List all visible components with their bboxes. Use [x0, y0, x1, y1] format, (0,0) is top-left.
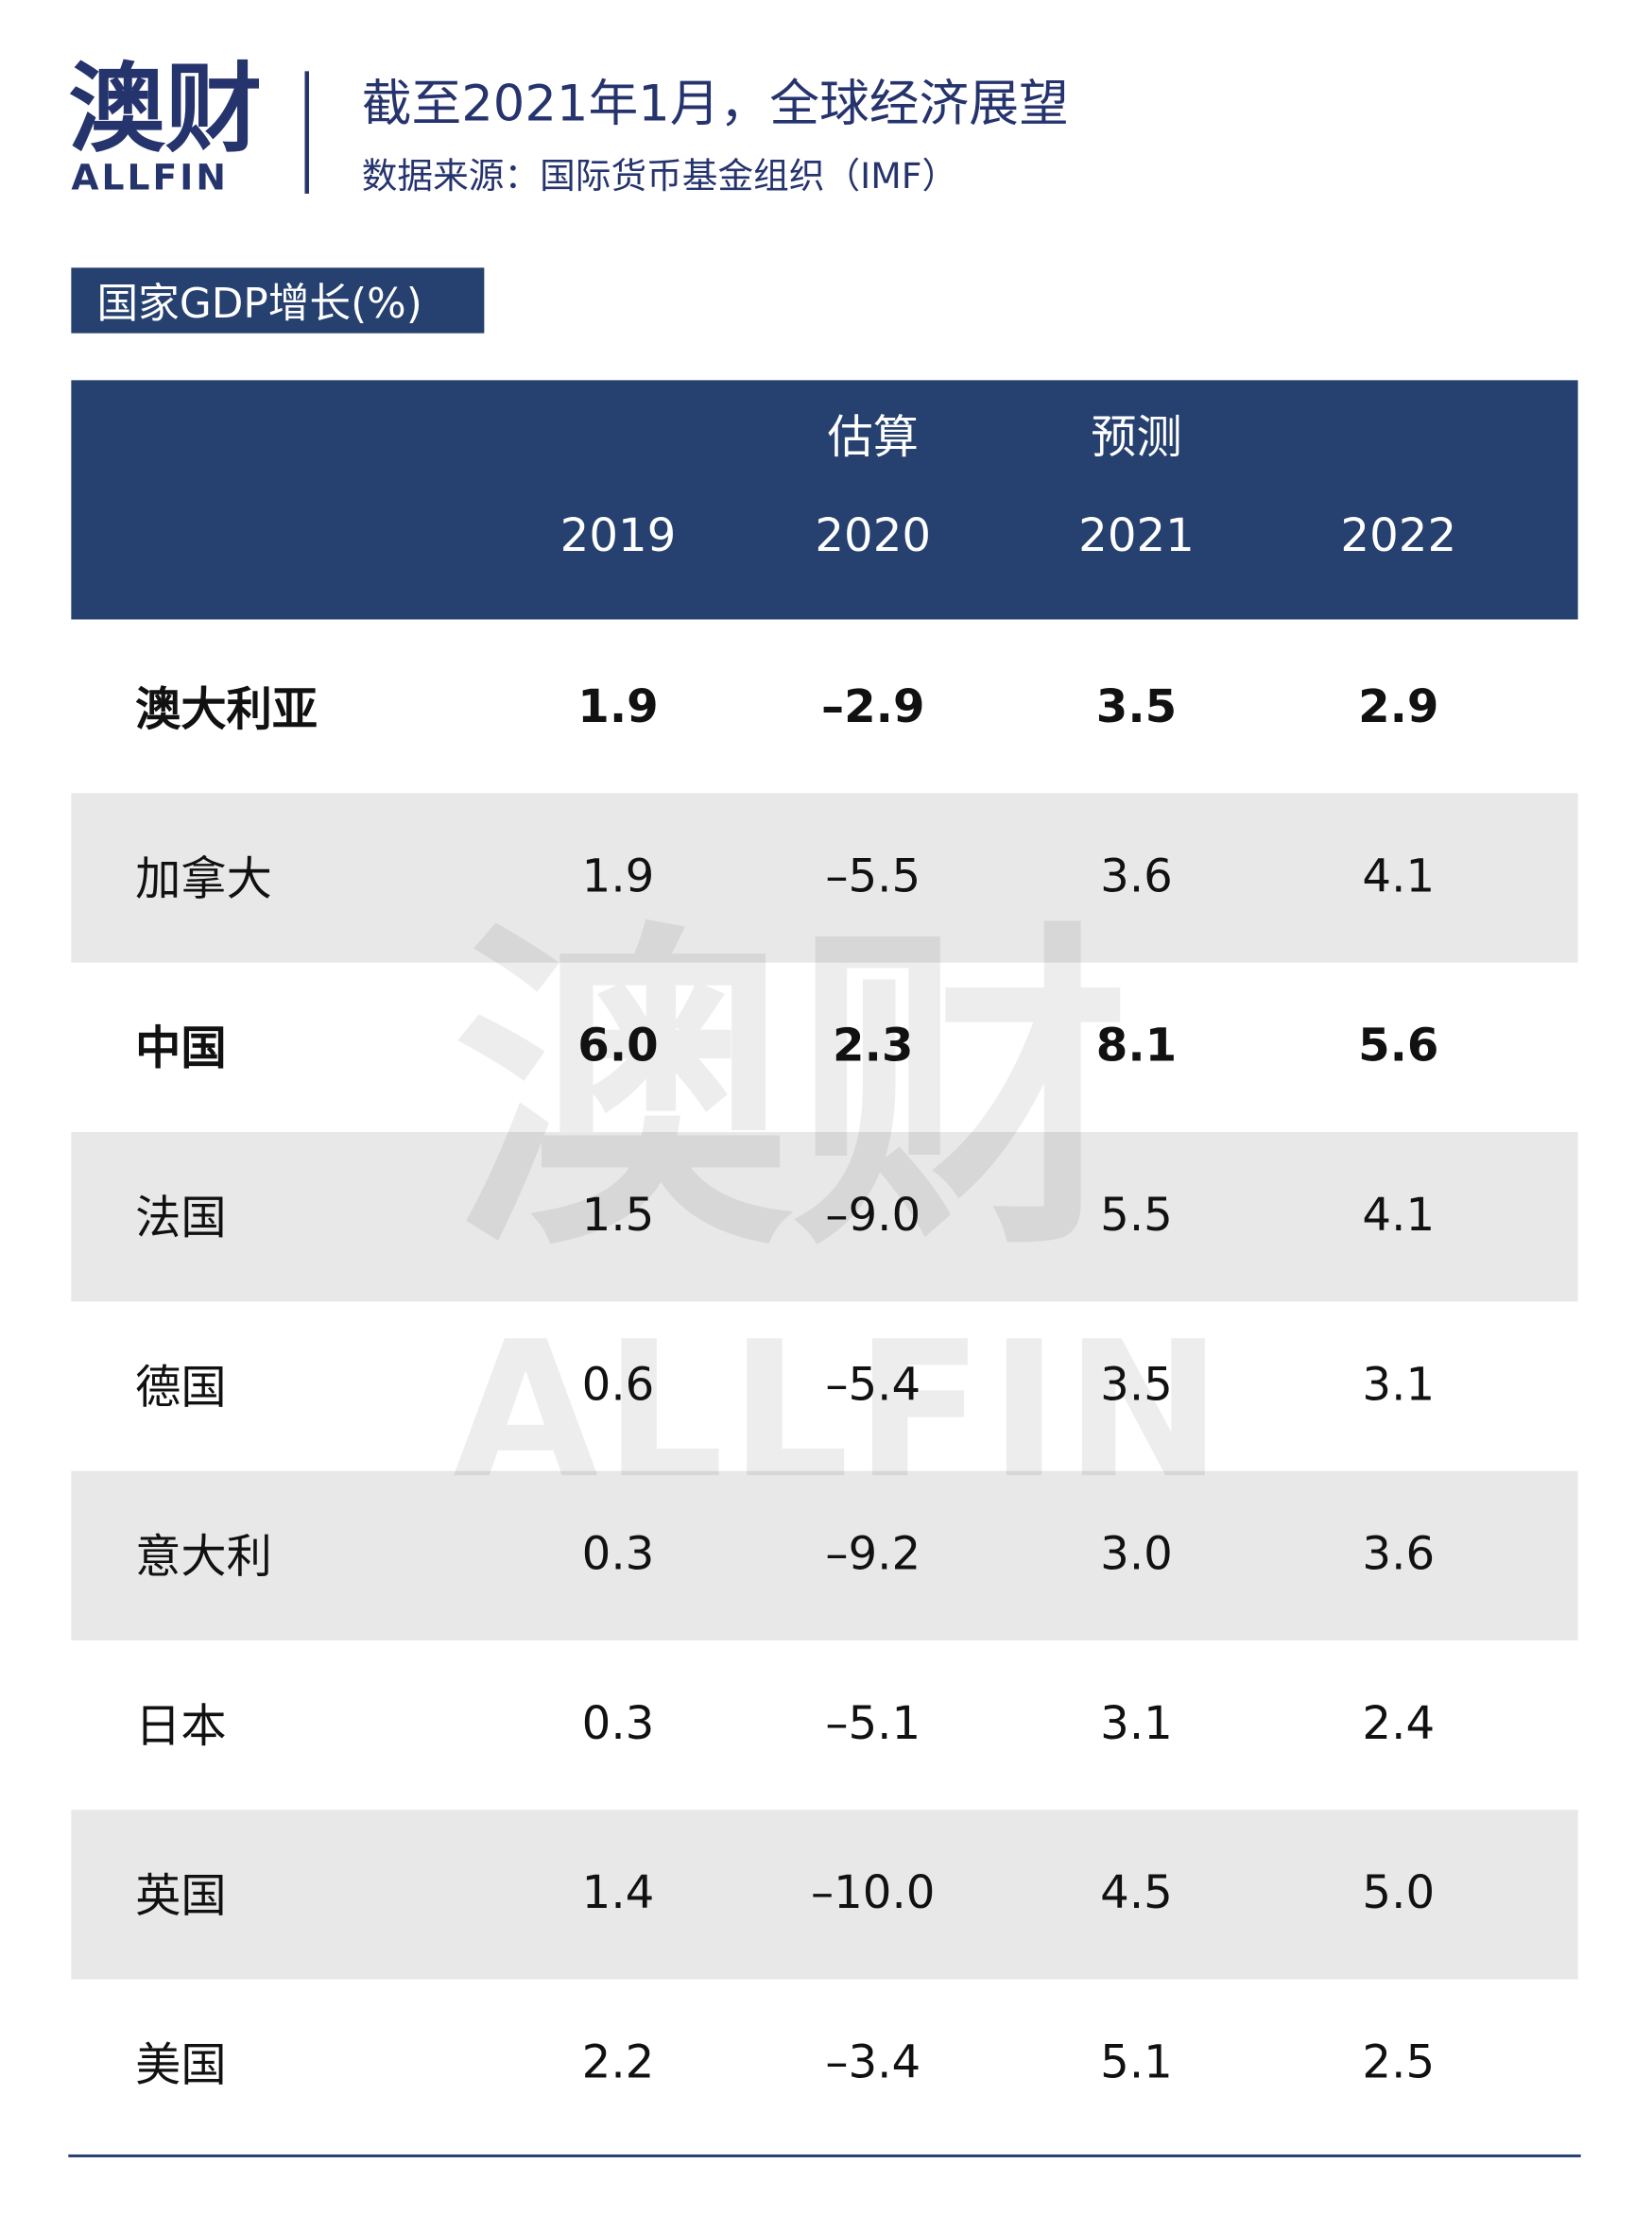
row-name: 德国	[135, 1359, 227, 1414]
cell: 1.5	[581, 1187, 655, 1242]
cell: 1.9	[577, 678, 659, 733]
cell: 2.3	[833, 1017, 914, 1072]
cell: –9.0	[825, 1187, 921, 1242]
watermark-sub: ALLFIN	[453, 1301, 1229, 1521]
cell: 4.5	[1100, 1864, 1173, 1919]
cell: 8.1	[1095, 1017, 1178, 1072]
cell: –9.2	[825, 1525, 921, 1580]
row-name: 意大利	[135, 1528, 272, 1583]
column-header: 2019	[559, 507, 677, 563]
divider	[304, 71, 309, 194]
cell: 1.9	[581, 848, 655, 902]
row-name: 法国	[135, 1190, 227, 1245]
cell: 4.1	[1362, 1187, 1436, 1242]
cell: 3.6	[1362, 1525, 1436, 1580]
row-background	[71, 1810, 1578, 1980]
cell: 2.5	[1362, 2034, 1436, 2088]
cell: –5.4	[825, 1356, 921, 1411]
row-name: 加拿大	[135, 850, 272, 905]
cell: 5.5	[1100, 1187, 1173, 1242]
table-header	[71, 380, 1578, 620]
cell: 3.1	[1362, 1356, 1436, 1411]
cell: –3.4	[825, 2034, 921, 2088]
cell: 3.0	[1100, 1525, 1173, 1580]
cell: 3.5	[1100, 1356, 1173, 1411]
bottom-rule	[68, 2154, 1581, 2157]
cell: 5.1	[1100, 2034, 1173, 2088]
logo-subtext: ALLFIN	[71, 156, 229, 198]
row-background	[71, 1131, 1578, 1302]
cell: 4.1	[1362, 848, 1436, 902]
cell: –2.9	[820, 678, 925, 733]
source: 数据来源：国际货币基金组织（IMF）	[361, 155, 958, 197]
cell: –5.5	[825, 848, 921, 902]
section-label-box	[71, 267, 485, 334]
row-name: 中国	[135, 1020, 227, 1074]
cell: 3.1	[1100, 1694, 1173, 1750]
cell: 0.3	[581, 1525, 655, 1580]
cell: 5.0	[1362, 1864, 1436, 1919]
section-label: 国家GDP增长(%)	[96, 279, 422, 328]
cell: 2.9	[1358, 678, 1439, 733]
logo-text: 澳财	[68, 54, 263, 167]
cell: 1.4	[581, 1864, 655, 1919]
row-name: 美国	[135, 2036, 227, 2091]
row-background	[71, 793, 1578, 963]
header-group: 估算	[827, 409, 919, 465]
cell: 3.6	[1100, 848, 1173, 902]
cell: 0.6	[581, 1356, 655, 1411]
row-name: 澳大利亚	[135, 681, 318, 736]
cell: 0.3	[581, 1694, 655, 1750]
cell: 6.0	[577, 1017, 659, 1072]
cell: 2.4	[1362, 1694, 1436, 1750]
cell: 2.2	[581, 2034, 655, 2088]
cell: –10.0	[810, 1864, 936, 1919]
header-group: 预测	[1091, 409, 1182, 465]
row-name: 英国	[135, 1867, 227, 1922]
watermark: 澳财	[453, 897, 1131, 1292]
column-header: 2020	[815, 507, 932, 563]
row-background	[71, 1470, 1578, 1640]
cell: –5.1	[825, 1694, 921, 1750]
cell: 5.6	[1358, 1017, 1439, 1072]
title: 截至2021年1月，全球经济展望	[361, 76, 1069, 133]
column-header: 2021	[1078, 507, 1195, 563]
row-name: 日本	[135, 1697, 227, 1753]
column-header: 2022	[1340, 507, 1457, 563]
cell: 3.5	[1095, 678, 1178, 733]
